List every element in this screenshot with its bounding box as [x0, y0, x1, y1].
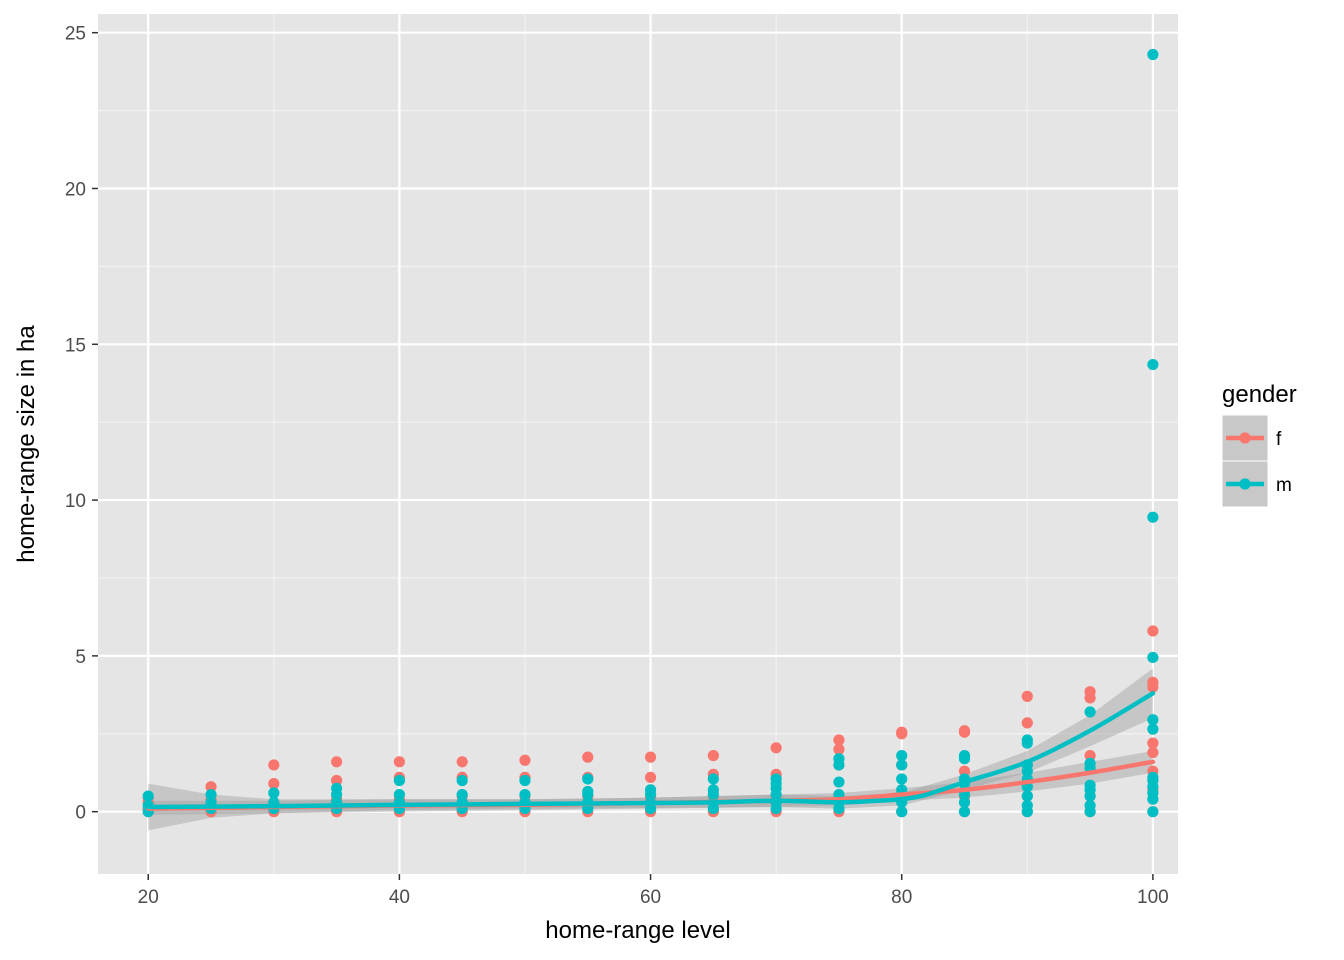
point-f: [958, 765, 971, 777]
point-f: [707, 749, 719, 762]
point-f: [331, 774, 343, 787]
point-m: [833, 753, 845, 765]
point-m: [833, 776, 845, 788]
point-f: [770, 742, 782, 754]
point-m: [519, 788, 531, 801]
point-m: [1021, 790, 1033, 802]
point-m: [707, 784, 719, 796]
point-f: [1147, 746, 1159, 759]
point-m: [1147, 511, 1159, 523]
legend-title: gender: [1222, 381, 1297, 408]
legend-key-point-f: [1239, 432, 1251, 444]
point-m: [205, 788, 217, 801]
point-f: [896, 726, 908, 738]
point-f: [644, 771, 657, 784]
point-m: [393, 788, 405, 801]
x-tick-label: 60: [640, 887, 661, 908]
y-tick-label: 25: [65, 24, 86, 45]
point-m: [707, 773, 719, 785]
point-m: [582, 773, 594, 785]
point-m: [582, 785, 594, 798]
point-f: [1147, 737, 1159, 749]
x-tick-label: 100: [1137, 887, 1169, 908]
point-m: [1147, 651, 1159, 664]
point-m: [896, 773, 908, 785]
point-f: [1021, 717, 1033, 729]
point-f: [833, 734, 845, 746]
y-tick-label: 5: [75, 647, 86, 668]
point-m: [456, 774, 468, 787]
point-m: [393, 774, 405, 787]
point-m: [770, 773, 782, 785]
point-f: [393, 756, 405, 768]
point-m: [1084, 779, 1096, 791]
point-m: [1147, 806, 1159, 818]
legend-label-m: m: [1276, 475, 1292, 496]
point-m: [1021, 799, 1033, 812]
point-m: [1084, 757, 1096, 769]
x-tick-label: 40: [389, 887, 410, 908]
minor-gridlines: [98, 14, 1178, 874]
legend: gender f m: [1221, 381, 1297, 508]
point-f: [1021, 690, 1033, 702]
point-m: [1021, 734, 1033, 746]
x-tick-label: 20: [138, 887, 159, 908]
point-m: [958, 749, 971, 762]
point-f: [958, 725, 971, 737]
panel-background: [98, 14, 1178, 874]
legend-key-point-m: [1239, 478, 1251, 490]
x-axis-title: home-range level: [545, 917, 730, 944]
point-m: [519, 774, 531, 787]
smooth-line-m: [145, 691, 1156, 810]
point-f: [331, 756, 343, 768]
y-tick-label: 15: [65, 335, 86, 356]
point-f: [833, 743, 845, 755]
point-m: [1147, 714, 1159, 726]
point-f: [456, 756, 468, 768]
point-m: [1147, 358, 1159, 371]
x-tick-label: 80: [891, 887, 912, 908]
point-f: [519, 754, 531, 766]
point-m: [644, 784, 657, 796]
point-m: [1147, 723, 1159, 735]
point-m: [331, 782, 343, 794]
point-m: [896, 806, 908, 818]
point-m: [958, 796, 971, 808]
point-f: [1084, 749, 1096, 762]
point-f: [582, 751, 594, 763]
point-f: [644, 751, 657, 763]
y-axis-ticks: 0 5 10 15 20 25: [65, 24, 98, 824]
point-m: [1147, 771, 1159, 784]
point-m: [1084, 799, 1096, 812]
y-tick-label: 10: [65, 491, 86, 512]
point-f: [1084, 686, 1096, 698]
point-m: [1084, 706, 1096, 718]
x-axis-ticks: 20 40 60 80 100: [138, 874, 1169, 908]
point-m: [268, 787, 280, 799]
point-f: [268, 759, 280, 771]
legend-label-f: f: [1276, 429, 1282, 450]
point-m: [456, 788, 468, 801]
y-tick-label: 0: [75, 803, 86, 824]
y-axis-title: home-range size in ha: [13, 325, 40, 563]
point-f: [1147, 676, 1159, 688]
point-m: [896, 749, 908, 762]
point-m: [1147, 48, 1159, 61]
y-tick-label: 20: [65, 179, 86, 200]
point-f: [268, 778, 280, 790]
smooth-lines: [145, 691, 1156, 811]
point-f: [1147, 625, 1159, 637]
point-m: [958, 806, 971, 818]
point-f: [205, 781, 217, 793]
point-m: [142, 790, 154, 802]
point-m: [896, 759, 908, 771]
